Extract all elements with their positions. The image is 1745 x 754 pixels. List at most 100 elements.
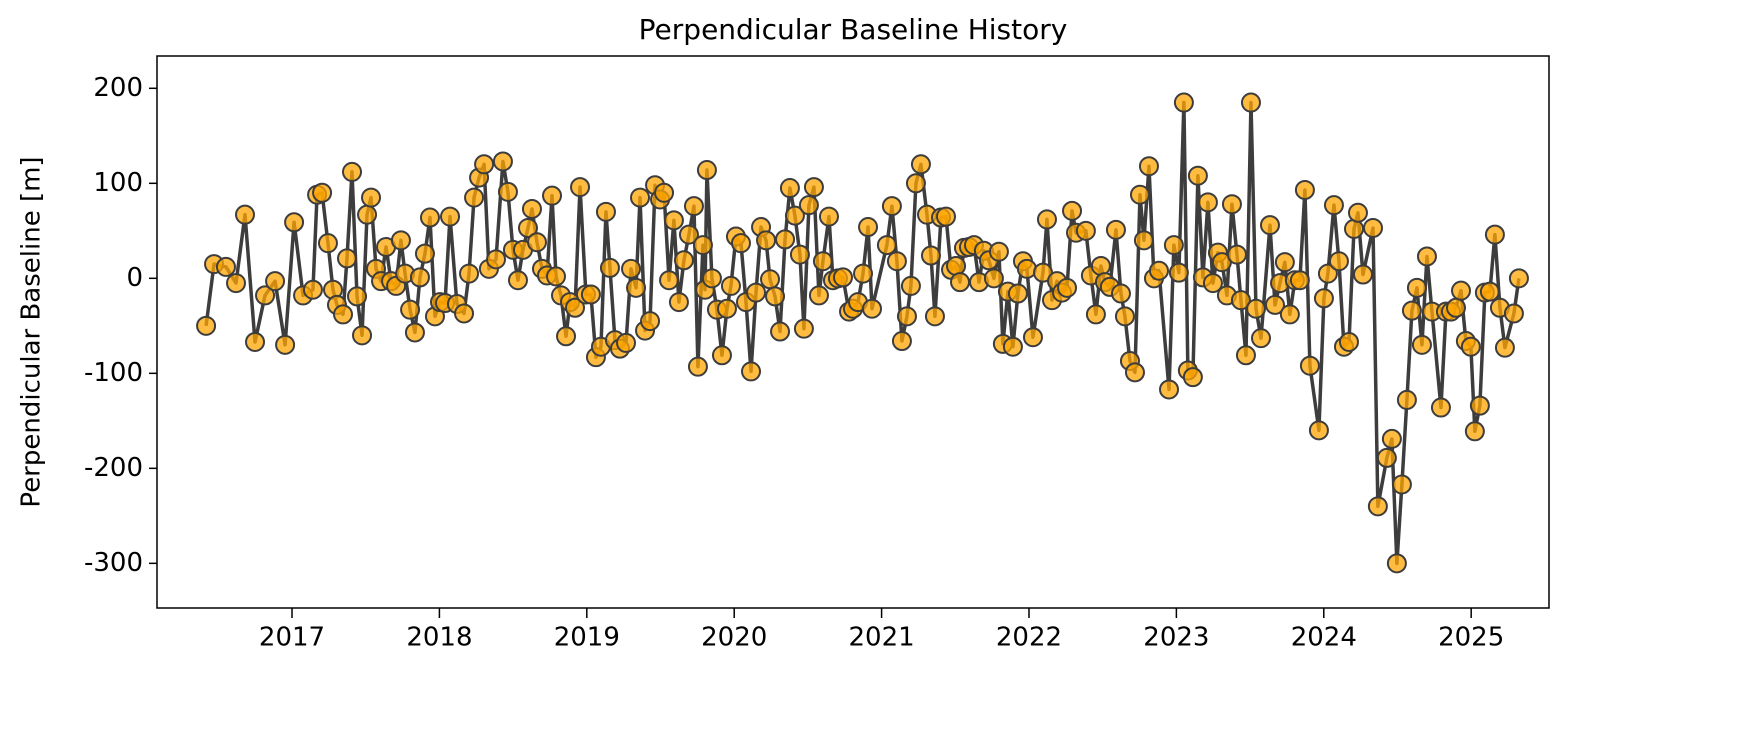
data-point: [464, 187, 485, 208]
data-point: [793, 318, 814, 339]
data-point: [404, 322, 425, 343]
data-point: [1376, 447, 1397, 468]
data-point: [876, 235, 897, 256]
data-point: [265, 271, 286, 292]
data-point: [770, 321, 791, 342]
data-point: [1226, 244, 1247, 265]
data-point: [1133, 230, 1154, 251]
data-point: [1508, 268, 1529, 289]
data-point: [936, 206, 957, 227]
data-point: [226, 273, 247, 294]
data-point: [663, 210, 684, 231]
data-point: [784, 205, 805, 226]
data-point: [756, 230, 777, 251]
data-point: [1110, 283, 1131, 304]
data-point: [1259, 215, 1280, 236]
y-tick-label: -100: [84, 358, 143, 388]
data-point: [920, 245, 941, 266]
data-point: [390, 230, 411, 251]
data-point: [255, 285, 276, 306]
data-point: [336, 248, 357, 269]
data-point: [720, 275, 741, 296]
data-point: [950, 272, 971, 293]
data-point: [521, 198, 542, 219]
x-tick-label: 2019: [554, 623, 620, 653]
data-point: [1469, 395, 1490, 416]
data-point: [497, 181, 518, 202]
data-point: [302, 279, 323, 300]
data-point: [1503, 303, 1524, 324]
data-point: [342, 161, 363, 182]
data-point: [1328, 251, 1349, 272]
data-point: [779, 178, 800, 199]
data-point: [1187, 165, 1208, 186]
data-point: [1416, 246, 1437, 267]
data-point: [832, 267, 853, 288]
data-point: [1381, 428, 1402, 449]
plot-frame: [156, 55, 1550, 609]
data-point: [1240, 92, 1261, 113]
data-point: [1090, 255, 1111, 276]
data-point: [862, 298, 883, 319]
data-point: [687, 356, 708, 377]
data-point: [1367, 496, 1388, 517]
data-point: [1148, 260, 1169, 281]
data-point: [1396, 389, 1417, 410]
data-point: [312, 182, 333, 203]
y-tick-label: -200: [84, 453, 143, 483]
data-point: [542, 185, 563, 206]
data-point: [1057, 277, 1078, 298]
data-point: [599, 257, 620, 278]
data-point: [678, 224, 699, 245]
data-point: [1182, 367, 1203, 388]
data-point: [1022, 327, 1043, 348]
data-point: [924, 306, 945, 327]
data-point: [1445, 297, 1466, 318]
data-point: [692, 235, 713, 256]
data-point: [556, 326, 577, 347]
x-tick-label: 2022: [996, 623, 1062, 653]
data-point: [891, 331, 912, 352]
data-point: [1347, 202, 1368, 223]
data-point: [1129, 184, 1150, 205]
data-point: [1494, 337, 1515, 358]
data-point: [1299, 355, 1320, 376]
data-point: [1289, 270, 1310, 291]
data-point: [765, 286, 786, 307]
data-point: [215, 256, 236, 277]
data-point: [946, 255, 967, 276]
data-point: [1460, 336, 1481, 357]
data-point: [1124, 362, 1145, 383]
data-point: [858, 217, 879, 238]
data-point: [1313, 288, 1334, 309]
data-point: [1230, 290, 1251, 311]
data-point: [545, 266, 566, 287]
data-point: [683, 196, 704, 217]
data-point: [746, 282, 767, 303]
data-point: [716, 298, 737, 319]
data-point: [333, 304, 354, 325]
data-point: [440, 206, 461, 227]
data-point: [196, 315, 217, 336]
data-point: [352, 325, 373, 346]
data-point: [1250, 328, 1271, 349]
data-point: [886, 251, 907, 272]
data-point: [621, 258, 642, 279]
data-point: [1002, 336, 1023, 357]
data-point: [659, 270, 680, 291]
data-point: [696, 160, 717, 181]
data-point: [900, 275, 921, 296]
x-tick-label: 2018: [406, 623, 472, 653]
data-point: [775, 229, 796, 250]
data-point: [409, 267, 430, 288]
data-point: [400, 299, 421, 320]
x-tick-label: 2017: [259, 623, 325, 653]
data-point: [789, 244, 810, 265]
data-point: [818, 206, 839, 227]
data-point: [1075, 220, 1096, 241]
data-point: [1159, 379, 1180, 400]
data-point: [654, 182, 675, 203]
data-point: [414, 243, 435, 264]
data-point: [1338, 331, 1359, 352]
y-tick-label: 0: [126, 263, 143, 293]
